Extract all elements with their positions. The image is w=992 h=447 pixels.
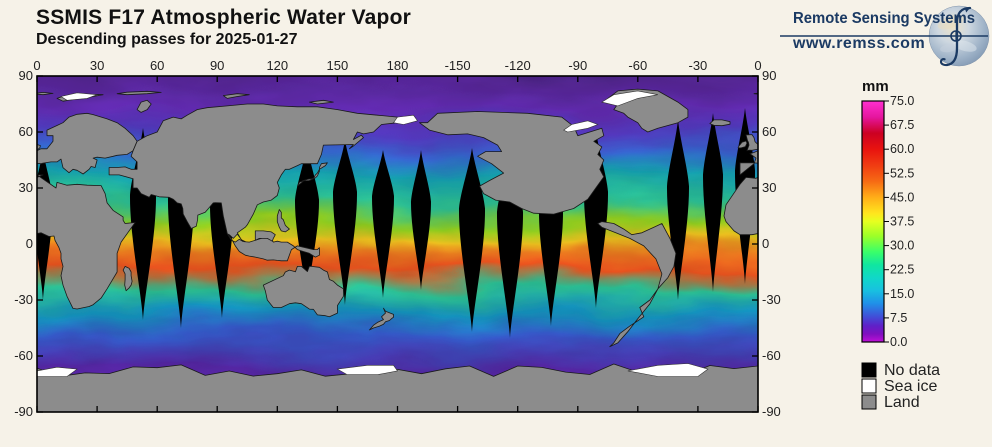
svg-text:-60: -60	[762, 348, 781, 363]
svg-text:0: 0	[762, 236, 769, 251]
svg-text:-90: -90	[762, 404, 781, 419]
svg-text:75.0: 75.0	[890, 94, 914, 108]
svg-text:90: 90	[19, 68, 33, 83]
svg-text:60.0: 60.0	[890, 142, 914, 156]
svg-text:www.remss.com: www.remss.com	[792, 35, 925, 52]
svg-text:120: 120	[266, 58, 288, 73]
svg-text:mm: mm	[862, 78, 889, 95]
svg-text:60: 60	[19, 124, 33, 139]
svg-text:0: 0	[754, 58, 761, 73]
svg-text:0: 0	[33, 58, 40, 73]
svg-text:52.5: 52.5	[890, 166, 914, 180]
svg-text:90: 90	[210, 58, 224, 73]
svg-text:90: 90	[762, 68, 776, 83]
svg-text:45.0: 45.0	[890, 190, 914, 204]
svg-text:0.0: 0.0	[890, 335, 907, 349]
svg-text:30.0: 30.0	[890, 239, 914, 253]
svg-text:-30: -30	[762, 292, 781, 307]
svg-text:-120: -120	[505, 58, 531, 73]
svg-text:60: 60	[762, 124, 776, 139]
svg-text:22.5: 22.5	[890, 263, 914, 277]
svg-text:-150: -150	[445, 58, 471, 73]
svg-text:15.0: 15.0	[890, 287, 914, 301]
svg-text:60: 60	[150, 58, 164, 73]
svg-text:180: 180	[387, 58, 409, 73]
svg-text:30: 30	[762, 180, 776, 195]
svg-text:30: 30	[90, 58, 104, 73]
svg-text:-90: -90	[568, 58, 587, 73]
svg-text:-60: -60	[14, 348, 33, 363]
svg-text:150: 150	[327, 58, 349, 73]
svg-text:0: 0	[26, 236, 33, 251]
svg-text:Sea ice: Sea ice	[884, 378, 937, 395]
svg-text:No data: No data	[884, 362, 940, 379]
svg-text:-30: -30	[689, 58, 708, 73]
svg-text:67.5: 67.5	[890, 118, 914, 132]
svg-text:30: 30	[19, 180, 33, 195]
svg-text:7.5: 7.5	[890, 311, 907, 325]
svg-text:-90: -90	[14, 404, 33, 419]
svg-text:-30: -30	[14, 292, 33, 307]
svg-text:Remote Sensing Systems: Remote Sensing Systems	[793, 10, 975, 27]
svg-text:-60: -60	[628, 58, 647, 73]
svg-text:Land: Land	[884, 394, 920, 411]
svg-text:37.5: 37.5	[890, 215, 914, 229]
